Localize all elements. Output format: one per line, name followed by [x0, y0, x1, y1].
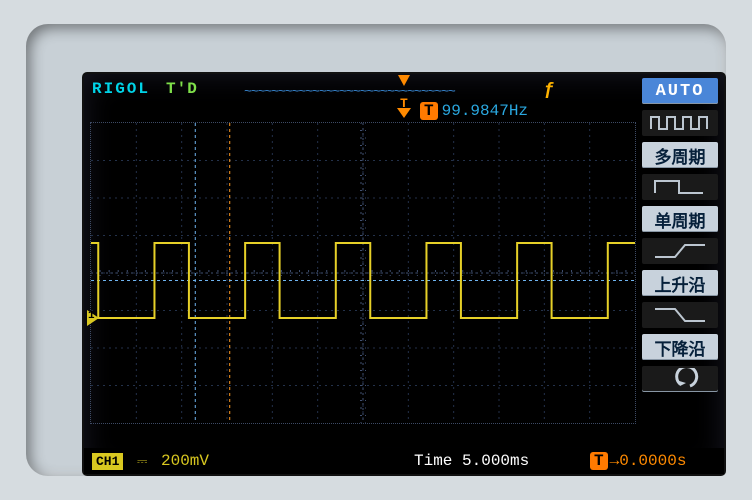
trigger-status: T'D: [166, 80, 198, 98]
timebase-readout: Time 5.000ms: [414, 452, 529, 470]
status-bar: CH1 ⎓ 200mV Time 5.000ms T→0.0000s: [84, 448, 724, 474]
softkey-single-period[interactable]: 单周期: [642, 206, 718, 232]
header: RIGOL T'D ~~~~~~~~~~~~~~~~~~~~~~~~~~~~~~…: [84, 74, 724, 102]
trigger-position-badge: T: [590, 452, 608, 470]
trigger-position-arrow-icon: [397, 108, 411, 118]
coupling-icon: ⎓: [137, 454, 147, 469]
oscilloscope-screen: RIGOL T'D ~~~~~~~~~~~~~~~~~~~~~~~~~~~~~~…: [84, 74, 724, 474]
channel-scale: 200mV: [161, 452, 209, 470]
softkey-back[interactable]: [642, 366, 718, 392]
frequency-counter: T99.9847Hz: [420, 102, 528, 120]
timebase-label: Time: [414, 452, 452, 470]
timebase-value: 5.000ms: [462, 452, 529, 470]
single-period-icon: [642, 174, 718, 200]
brand-label: RIGOL: [92, 80, 150, 98]
frequency-value: 99.9847Hz: [442, 102, 528, 120]
softkey-rising-edge[interactable]: 上升沿: [642, 270, 718, 296]
undo-icon: [660, 368, 700, 390]
softkey-auto[interactable]: AUTO: [642, 78, 718, 104]
trigger-position-value: →0.0000s: [610, 452, 687, 470]
channel-badge: CH1: [92, 453, 123, 470]
waveform-plot: 1 +Wid(1)=3.800ms: [90, 122, 636, 424]
bezel: RIGOL T'D ~~~~~~~~~~~~~~~~~~~~~~~~~~~~~~…: [26, 24, 726, 476]
multi-period-icon: [642, 110, 718, 136]
falling-edge-icon: [642, 302, 718, 328]
trigger-position-marker-icon: [398, 75, 410, 86]
softkey-column: AUTO 多周期 单周期 上升沿 下降沿: [642, 78, 720, 398]
rising-edge-icon: [642, 238, 718, 264]
trigger-position-readout: T→0.0000s: [590, 452, 686, 470]
channel-info: CH1 ⎓ 200mV: [92, 452, 209, 470]
softkey-falling-edge[interactable]: 下降沿: [642, 334, 718, 360]
waveform-svg: [91, 123, 635, 423]
softkey-multi-period[interactable]: 多周期: [642, 142, 718, 168]
channel1-ground-marker-icon: 1: [87, 310, 99, 326]
memory-depth-bar-icon: ~~~~~~~~~~~~~~~~~~~~~~~~~~~~~~~: [244, 84, 455, 99]
frequency-badge: T: [420, 102, 438, 120]
trigger-edge-icon: ƒ: [544, 80, 555, 100]
